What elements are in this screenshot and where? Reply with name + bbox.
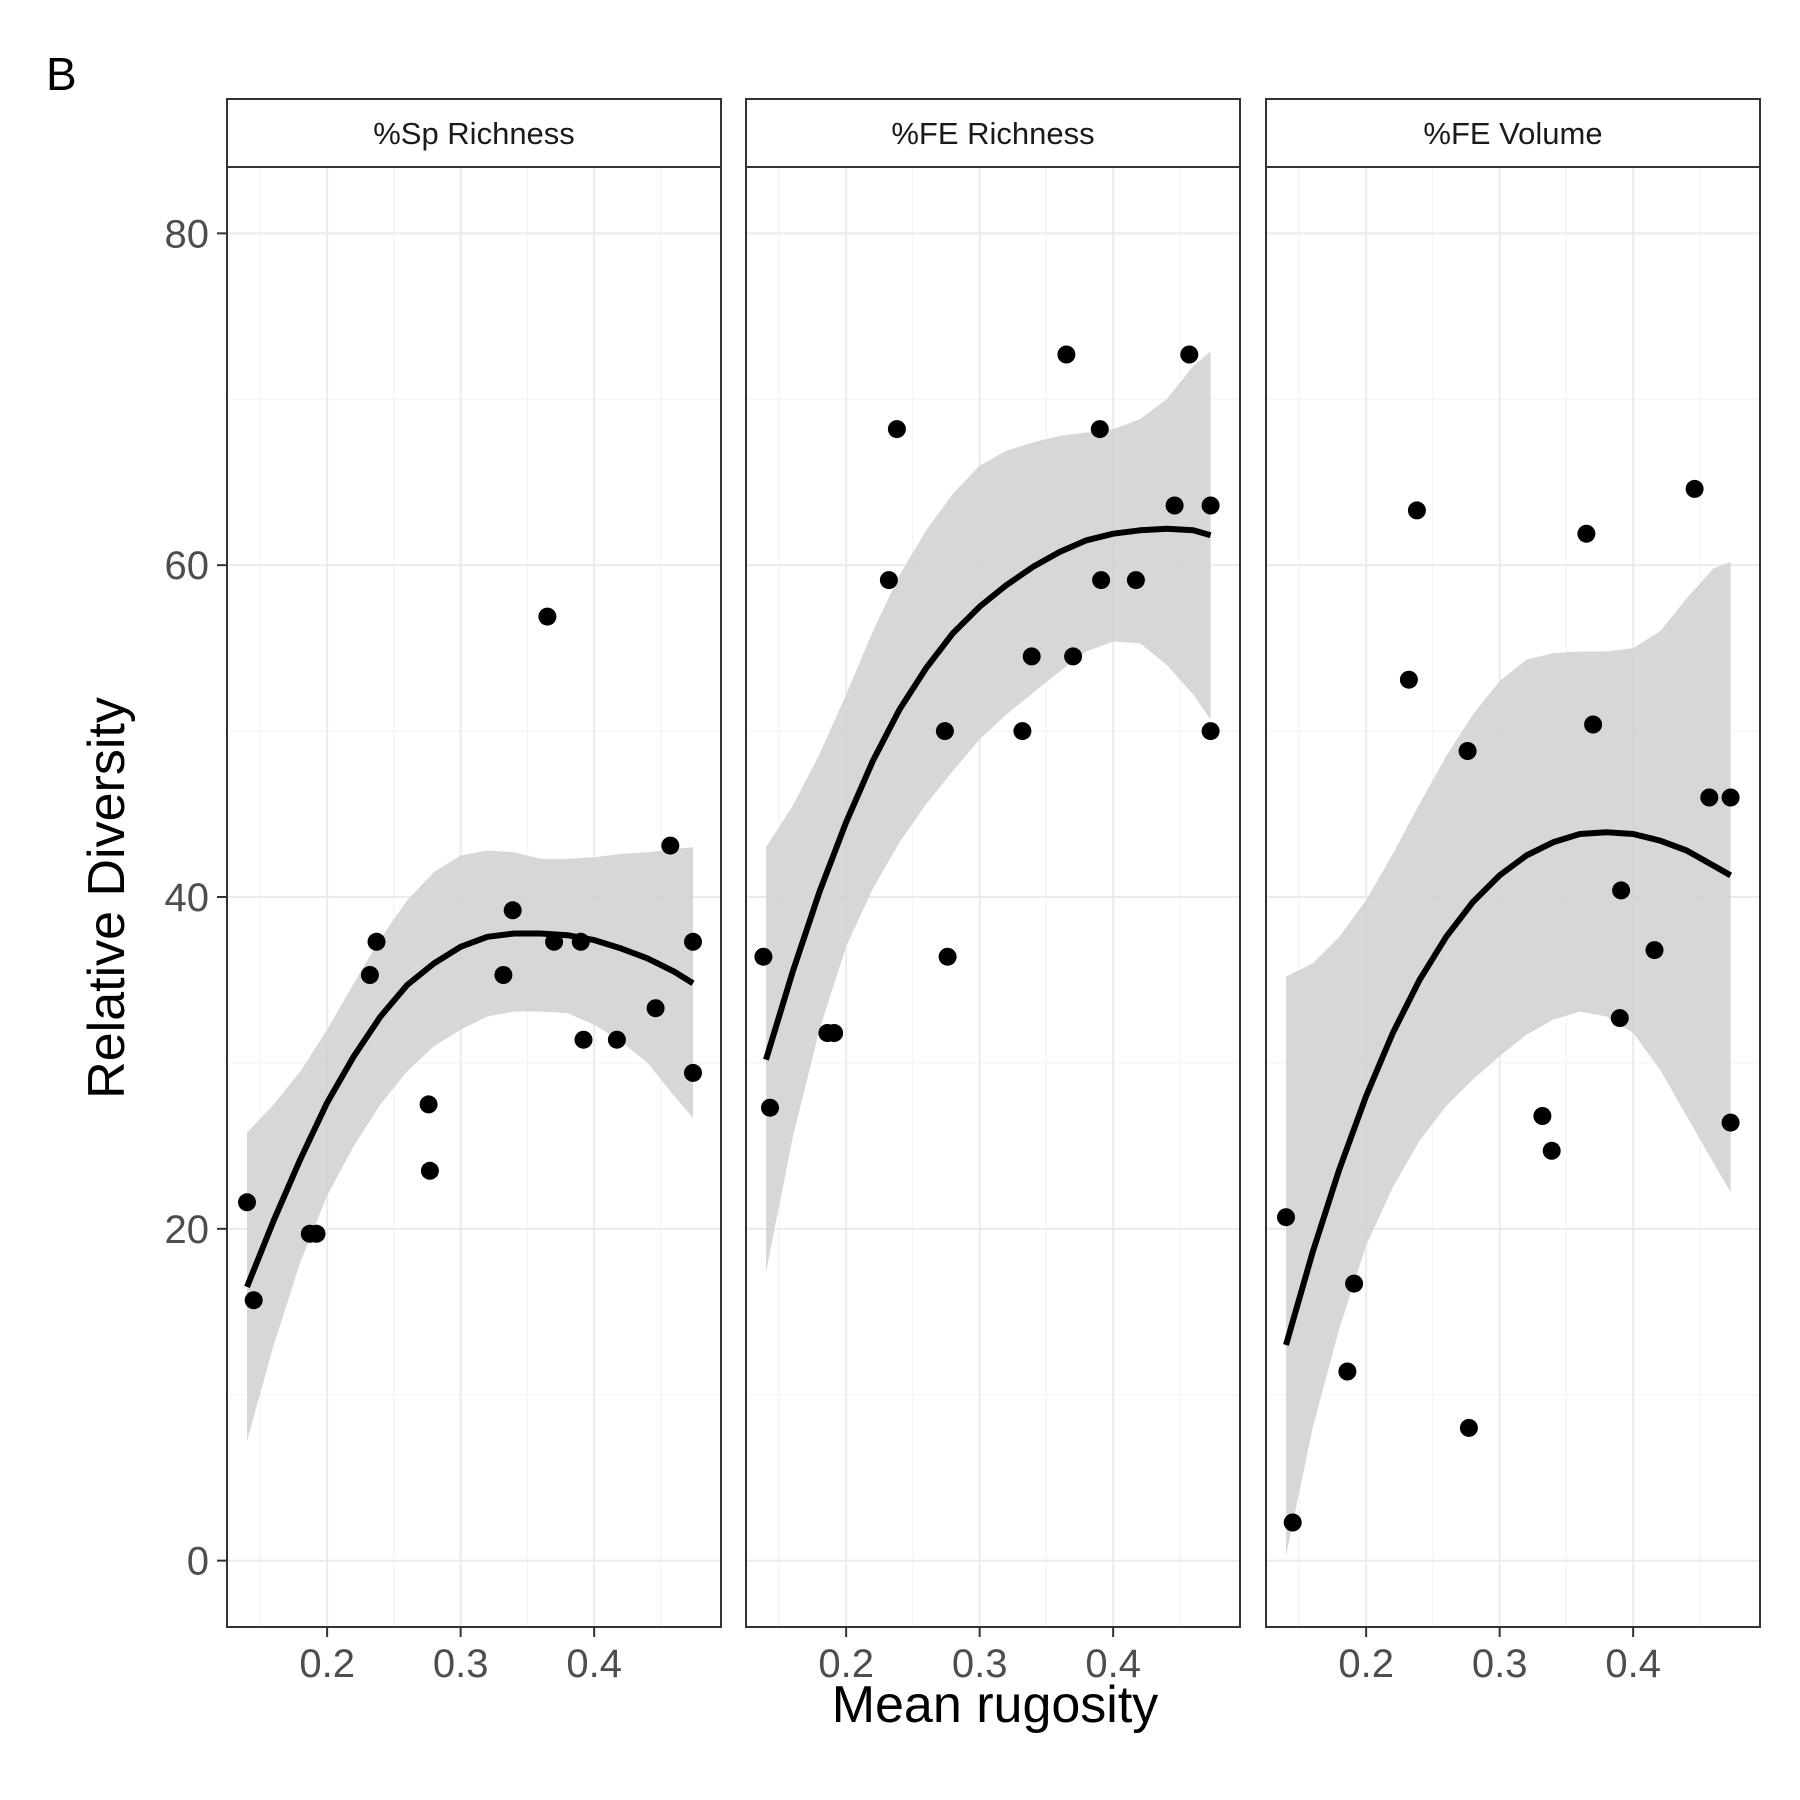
x-tick-label: 0.4 xyxy=(1085,1642,1141,1686)
data-point xyxy=(1685,479,1704,498)
data-point xyxy=(1721,1113,1740,1132)
data-point xyxy=(1057,345,1076,364)
data-point xyxy=(238,1193,256,1212)
data-point xyxy=(574,1030,593,1049)
data-point xyxy=(503,901,522,920)
facet-title: %FE Richness xyxy=(891,116,1094,151)
data-point xyxy=(1533,1107,1552,1125)
data-point xyxy=(607,1030,626,1049)
facet-strip xyxy=(1265,98,1761,168)
data-point xyxy=(887,420,906,439)
panel-label: B xyxy=(46,48,77,100)
data-point xyxy=(754,947,773,966)
data-point xyxy=(825,1024,844,1042)
data-point xyxy=(1399,670,1418,689)
data-point xyxy=(684,932,702,951)
x-tick-label: 0.2 xyxy=(818,1642,874,1686)
fit-line xyxy=(244,930,695,1289)
data-point xyxy=(1459,1418,1478,1437)
confidence-band xyxy=(1286,561,1731,1556)
data-point xyxy=(1458,742,1477,760)
y-tick-label: 0 xyxy=(187,1540,209,1584)
data-point xyxy=(1201,722,1220,741)
data-point xyxy=(1092,571,1111,590)
data-point xyxy=(646,999,665,1018)
y-tick-label: 80 xyxy=(165,212,210,256)
data-point xyxy=(684,1063,702,1082)
data-point xyxy=(1610,1009,1629,1028)
data-point xyxy=(1013,722,1032,741)
facet-panel: %FE Volume 0.2 0.3 0.4 xyxy=(1265,98,1761,1686)
data-point xyxy=(244,1291,263,1310)
x-tick-label: 0.4 xyxy=(1605,1642,1661,1686)
data-point xyxy=(1577,524,1596,543)
data-point xyxy=(420,1161,439,1180)
x-tick-label: 0.3 xyxy=(1472,1642,1528,1686)
facet-strip xyxy=(226,98,722,168)
data-point xyxy=(360,966,379,984)
data-point xyxy=(1345,1274,1364,1293)
fit-line xyxy=(1283,829,1733,1346)
x-tick-label: 0.2 xyxy=(299,1642,355,1686)
y-tick-label: 20 xyxy=(165,1208,210,1252)
facet-panel: %Sp Richness 0.2 0.3 0.4 xyxy=(226,98,722,1686)
facet-title: %FE Volume xyxy=(1423,116,1602,151)
facets-group: %Sp Richness 0.2 0.3 0.4 %FE Richness 0.2 0.3 0… xyxy=(226,98,1761,1686)
data-point xyxy=(761,1098,779,1117)
facet-panel: %FE Richness 0.2 0.3 0.4 xyxy=(745,98,1241,1686)
data-point xyxy=(879,571,898,590)
data-point xyxy=(661,836,680,855)
data-point xyxy=(1338,1362,1357,1381)
data-point xyxy=(538,607,557,626)
data-point xyxy=(1612,881,1631,900)
x-tick-label: 0.3 xyxy=(433,1642,489,1686)
facet-title: %Sp Richness xyxy=(373,116,575,151)
data-point xyxy=(1180,345,1199,364)
data-point xyxy=(1165,496,1184,515)
data-point xyxy=(1721,788,1740,807)
y-axis-title: Relative Diversity xyxy=(78,697,136,1099)
data-point xyxy=(1584,715,1603,734)
x-tick-label: 0.4 xyxy=(566,1642,622,1686)
data-point xyxy=(1064,647,1083,666)
data-point xyxy=(1645,941,1664,960)
data-point xyxy=(419,1095,438,1114)
data-point xyxy=(1542,1141,1561,1160)
data-point xyxy=(307,1224,326,1243)
x-axis-title: Mean rugosity xyxy=(832,1676,1159,1734)
data-point xyxy=(1022,647,1041,666)
data-point xyxy=(367,932,386,951)
data-point xyxy=(1407,501,1426,520)
x-tick-label: 0.3 xyxy=(952,1642,1008,1686)
fit-line xyxy=(763,525,1212,1061)
data-point xyxy=(1090,420,1109,439)
facet-strip xyxy=(745,98,1241,168)
data-point xyxy=(1126,571,1145,590)
data-point xyxy=(1201,496,1220,515)
confidence-band xyxy=(247,847,693,1442)
x-tick-label: 0.2 xyxy=(1338,1642,1394,1686)
data-point xyxy=(1700,788,1719,807)
y-axis: 0 20 40 60 80 xyxy=(165,212,227,1584)
data-point xyxy=(1283,1513,1302,1532)
y-tick-label: 60 xyxy=(165,544,210,588)
y-tick-label: 40 xyxy=(165,876,210,920)
data-point xyxy=(938,947,957,966)
data-point xyxy=(494,966,513,984)
data-point xyxy=(1277,1208,1295,1227)
data-point xyxy=(935,722,954,741)
